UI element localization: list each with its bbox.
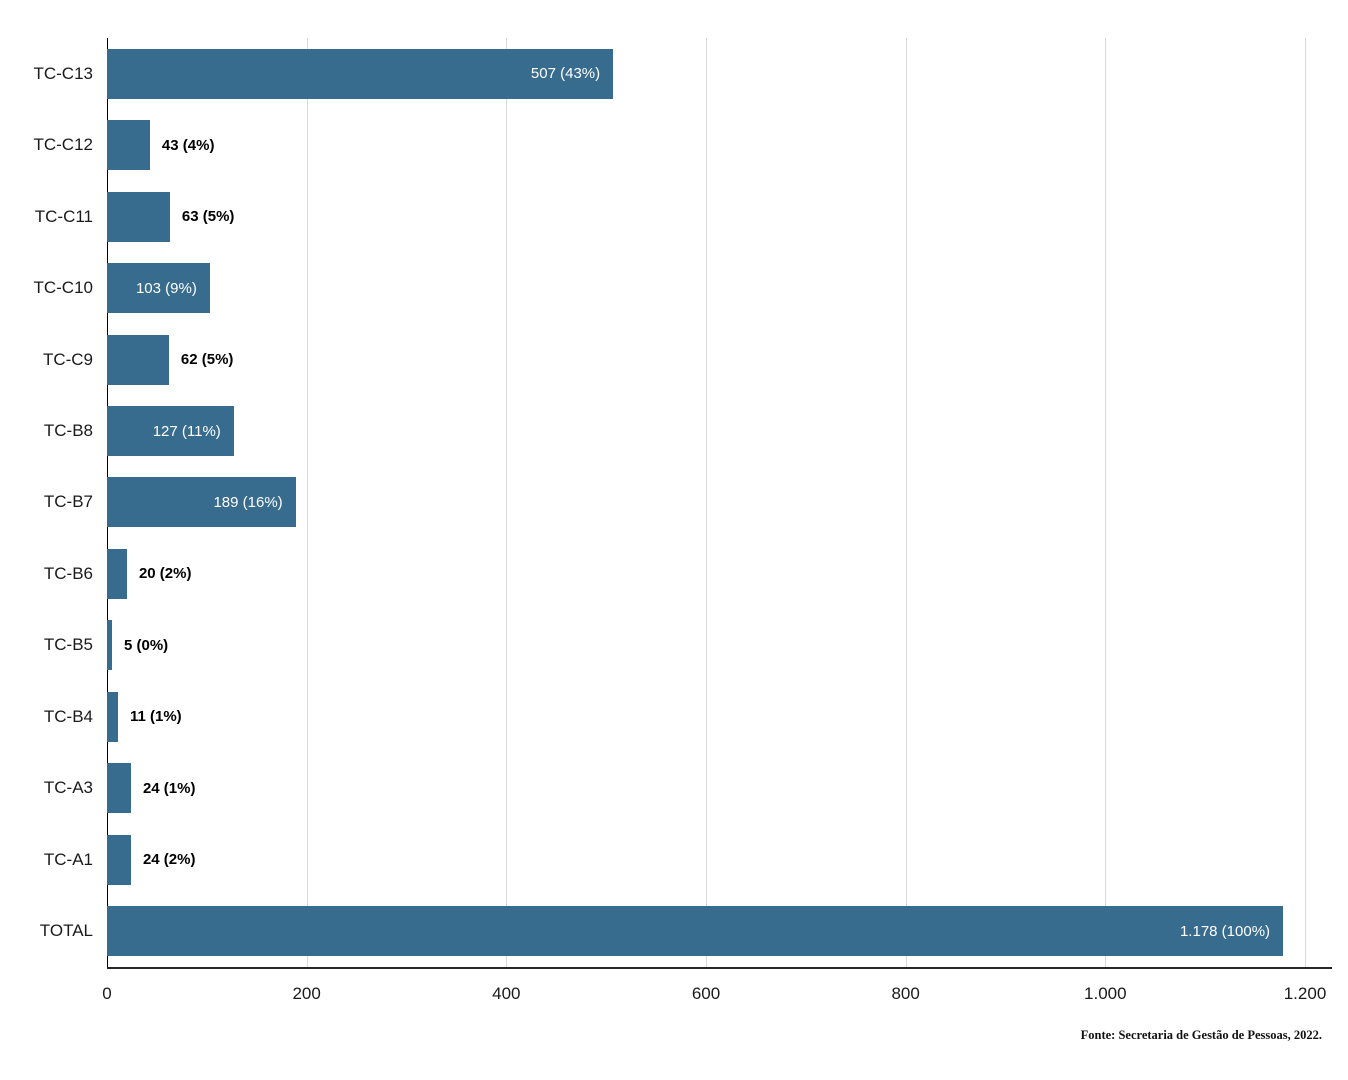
bar-row: TC-C11 63 (5%): [0, 181, 1348, 252]
category-label: TC-C10: [33, 278, 93, 298]
category-label: TC-C12: [33, 135, 93, 155]
x-tick-label: 0: [102, 984, 112, 1003]
gridline: [306, 38, 308, 967]
bar-value-label: 127 (11%): [152, 422, 221, 440]
bar: [107, 191, 170, 242]
bar-row: TC-C12 43 (4%): [0, 109, 1348, 180]
bar-value-label: 20 (2%): [138, 565, 192, 583]
bar-track: 127 (11%): [107, 395, 234, 466]
bar-value-label: 1.178 (100%): [1179, 922, 1271, 940]
bar: 507 (43%): [107, 48, 614, 99]
bar-row: TC-A1 24 (2%): [0, 824, 1348, 895]
bar-row: TC-C13 507 (43%): [0, 38, 1348, 109]
bar: 103 (9%): [107, 263, 210, 314]
bar-value-label: 63 (5%): [181, 208, 235, 226]
bar-track: 507 (43%): [107, 38, 614, 109]
bar-track: 189 (16%): [107, 467, 296, 538]
bar: [107, 120, 150, 171]
bar-row: TC-B5 5 (0%): [0, 610, 1348, 681]
gridline: [1305, 38, 1306, 967]
bar-value-label: 43 (4%): [161, 136, 215, 154]
bar-value-label: 11 (1%): [129, 708, 182, 726]
bar: [107, 334, 169, 385]
bar-row: TC-B7 189 (16%): [0, 467, 1348, 538]
category-label: TC-C9: [42, 349, 93, 369]
category-label: TC-C11: [34, 206, 93, 226]
bar: [107, 620, 112, 671]
x-tick-label: 1.200: [1283, 984, 1327, 1003]
bar-row: TC-A3 24 (1%): [0, 753, 1348, 824]
bar-track: 11 (1%): [107, 681, 182, 752]
bar-value-label: 507 (43%): [530, 65, 601, 83]
bar-value-label: 62 (5%): [180, 351, 234, 369]
x-tick-label: 600: [691, 984, 721, 1003]
bar-value-label: 24 (2%): [142, 851, 196, 869]
bar-track: 20 (2%): [107, 538, 191, 609]
x-tick-label: 1.000: [1084, 984, 1127, 1003]
bar-value-label: 5 (0%): [123, 636, 169, 654]
bar: [107, 548, 127, 599]
category-label: TC-B5: [43, 635, 93, 655]
bar-value-label: 24 (1%): [142, 779, 196, 797]
gridline: [706, 38, 707, 967]
category-label: TC-A3: [43, 778, 93, 798]
bar: 127 (11%): [107, 406, 234, 457]
source-note: Fonte: Secretaria de Gestão de Pessoas, …: [1080, 1028, 1322, 1042]
bar-track: 103 (9%): [107, 252, 210, 323]
bar-row: TC-C9 62 (5%): [0, 324, 1348, 395]
x-tick-label: 400: [492, 984, 521, 1003]
x-tick-label: 800: [891, 984, 920, 1003]
gridline: [905, 38, 907, 967]
bar: 189 (16%): [107, 477, 296, 528]
bar: [107, 763, 131, 814]
bar: [107, 691, 118, 742]
bar-row: TC-B6 20 (2%): [0, 538, 1348, 609]
bar-row: TOTAL 1.178 (100%): [0, 896, 1348, 967]
bar: 1.178 (100%): [107, 906, 1284, 957]
x-tick-label: 200: [292, 984, 321, 1003]
category-label: TC-B4: [43, 706, 93, 726]
category-label: TC-B8: [43, 421, 93, 441]
bar-row: TC-C10 103 (9%): [0, 252, 1348, 323]
category-label: TC-C13: [33, 63, 93, 83]
category-label: TC-B6: [43, 563, 93, 583]
bar-track: 5 (0%): [107, 610, 168, 681]
gridline: [1105, 38, 1107, 967]
bar-row: TC-B4 11 (1%): [0, 681, 1348, 752]
bar-value-label: 189 (16%): [213, 493, 283, 511]
bar-track: 1.178 (100%): [107, 896, 1284, 967]
category-label: TC-A1: [43, 849, 93, 869]
x-axis-line: [107, 967, 1332, 969]
category-label: TC-B7: [43, 492, 93, 512]
bar: [107, 834, 131, 885]
bar-track: 62 (5%): [107, 324, 233, 395]
bar-value-label: 103 (9%): [135, 279, 197, 297]
bar-track: 24 (2%): [107, 824, 195, 895]
bar-track: 24 (1%): [107, 753, 195, 824]
bar-row: TC-B8 127 (11%): [0, 395, 1348, 466]
bar-track: 63 (5%): [107, 181, 234, 252]
gridline: [506, 38, 508, 967]
bar-track: 43 (4%): [107, 109, 214, 180]
category-label: TOTAL: [39, 921, 93, 941]
